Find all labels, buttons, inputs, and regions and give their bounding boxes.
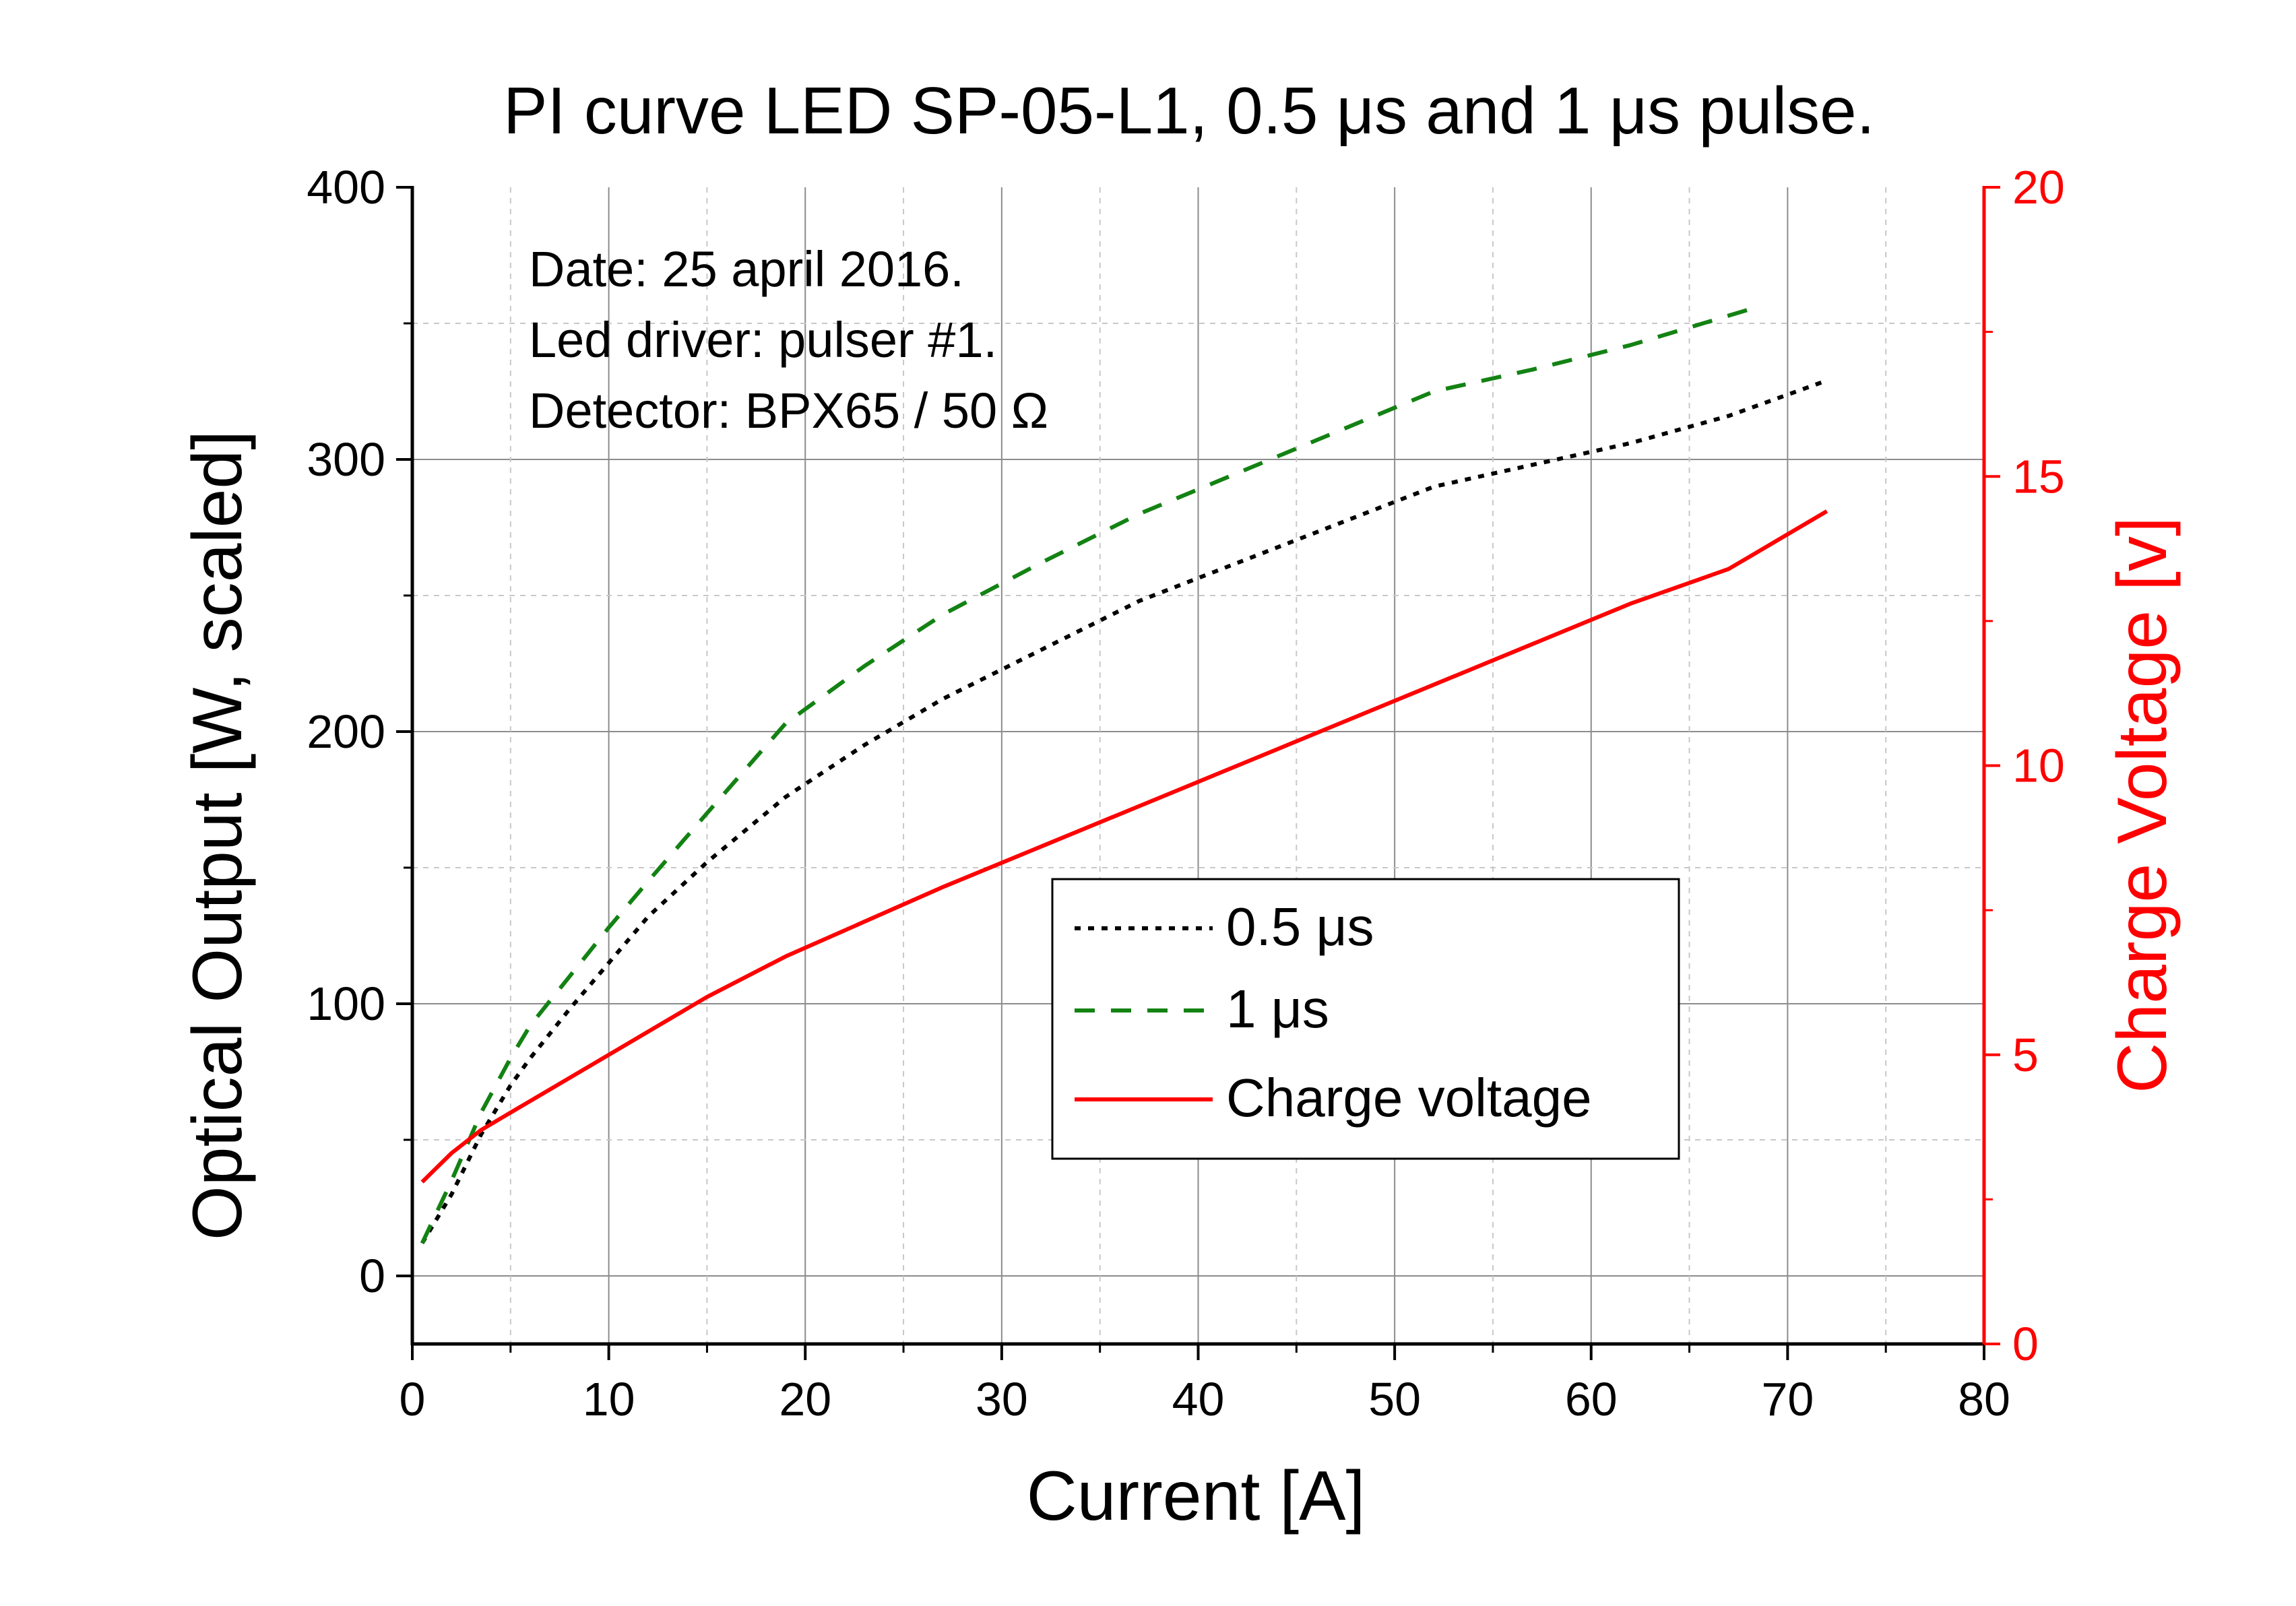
- y-tick-label: 100: [307, 977, 385, 1030]
- y-tick-label: 300: [307, 433, 385, 486]
- legend-label-0-5us: 0.5 μs: [1226, 897, 1374, 957]
- series-line-1: [420, 378, 1828, 1245]
- annotation-date: Date: 25 april 2016.: [529, 241, 964, 297]
- annotation-driver: Led driver: pulser #1.: [529, 312, 997, 368]
- x-tick-label: 50: [1368, 1373, 1421, 1425]
- y2-tick-label: 0: [2012, 1318, 2039, 1370]
- legend-box: [1051, 878, 1680, 1160]
- y-tick-label: 200: [307, 705, 385, 758]
- series-line-3: [420, 509, 1828, 1184]
- y2-tick-label: 15: [2012, 450, 2065, 503]
- series-lines: [420, 307, 1828, 1245]
- x-tick-label: 40: [1172, 1373, 1225, 1425]
- y2-tick-label: 10: [2012, 740, 2065, 792]
- y2-tick-label: 5: [2012, 1029, 2039, 1081]
- x-tick-label: 10: [583, 1373, 635, 1425]
- x-tick-label: 70: [1761, 1373, 1814, 1425]
- y-tick-label: 0: [359, 1250, 385, 1302]
- x-axis-label: Current [A]: [1027, 1457, 1366, 1535]
- x-tick-label: 80: [1958, 1373, 2010, 1425]
- annotation-block: Date: 25 april 2016. Led driver: pulser …: [529, 241, 1048, 439]
- y2-axis-label: Charge Voltage [v]: [2103, 517, 2181, 1093]
- y-axis-label: Optical Output [W, scaled]: [179, 430, 257, 1240]
- legend-label-1us: 1 μs: [1226, 979, 1329, 1039]
- legend-label-charge-voltage: Charge voltage: [1226, 1068, 1592, 1128]
- y-tick-label: 400: [307, 161, 385, 214]
- chart-title: PI curve LED SP-05-L1, 0.5 μs and 1 μs p…: [503, 73, 1875, 148]
- x-tick-label: 20: [779, 1373, 831, 1425]
- x-tick-label: 30: [976, 1373, 1028, 1425]
- x-tick-label: 0: [400, 1373, 426, 1425]
- series-line-2: [420, 307, 1749, 1244]
- annotation-detector: Detector: BPX65 / 50 Ω: [529, 383, 1048, 439]
- legend: 0.5 μs 1 μs Charge voltage: [1051, 878, 1680, 1160]
- x-tick-label: 60: [1565, 1373, 1618, 1425]
- y2-tick-label: 20: [2012, 161, 2065, 214]
